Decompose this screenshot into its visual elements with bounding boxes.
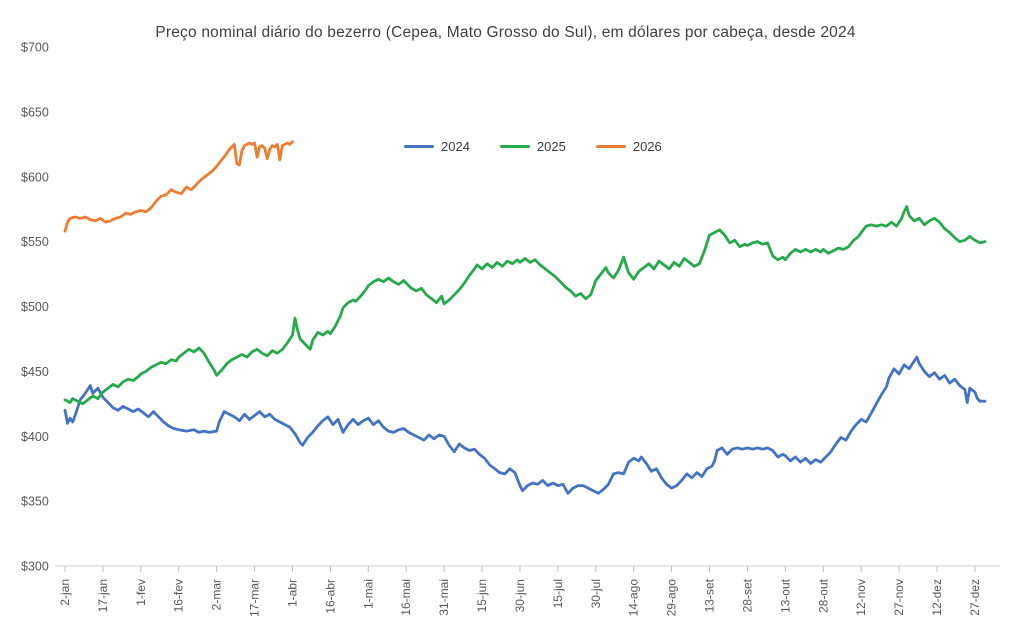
x-axis-tick-label: 16-mai bbox=[399, 579, 413, 616]
y-axis-tick-label: $350 bbox=[21, 495, 49, 509]
x-axis-tick-label: 17-mar bbox=[248, 579, 262, 617]
series-line-2026 bbox=[63, 140, 294, 233]
legend-item-2024: 2024 bbox=[404, 139, 470, 154]
legend-line-swatch-2024 bbox=[404, 144, 434, 149]
x-axis-tick-label: 28-set bbox=[740, 578, 754, 612]
x-axis-tick-label: 30-jun bbox=[513, 579, 527, 612]
x-axis-tick-label: 27-nov bbox=[892, 579, 906, 616]
x-axis-tick-label: 12-dez bbox=[930, 579, 944, 616]
x-axis-tick-label: 16-fev bbox=[172, 579, 186, 612]
chart-legend: 2024 2025 2026 bbox=[404, 139, 662, 154]
x-axis-tick-label: 28-out bbox=[816, 578, 830, 613]
x-axis-tick-label: 15-jul bbox=[551, 579, 565, 608]
x-axis-tick-label: 17-jan bbox=[96, 579, 110, 612]
x-axis-tick-label: 15-jun bbox=[475, 579, 489, 612]
x-axis-tick-label: 13-out bbox=[778, 578, 792, 613]
series-line-2025 bbox=[63, 205, 987, 406]
x-axis-tick-label: 13-set bbox=[703, 578, 717, 612]
x-axis-tick-label: 31-mai bbox=[437, 579, 451, 616]
y-axis-tick-label: $600 bbox=[21, 170, 49, 184]
legend-label-2025: 2025 bbox=[536, 139, 566, 154]
x-axis-tick-label: 1-fev bbox=[134, 579, 148, 606]
series-line-2024 bbox=[63, 355, 987, 495]
legend-label-2024: 2024 bbox=[441, 139, 470, 154]
x-axis-tick-label: 27-dez bbox=[968, 579, 982, 616]
x-axis-tick-label: 2-mar bbox=[210, 579, 224, 610]
x-axis-tick-label: 29-ago bbox=[665, 579, 679, 617]
y-axis-tick-label: $500 bbox=[21, 300, 49, 314]
x-axis-tick-label: 14-ago bbox=[627, 579, 641, 617]
x-axis-tick-label: 2-jan bbox=[58, 579, 72, 606]
x-axis-tick-label: 1-mai bbox=[361, 579, 375, 609]
x-axis-tick-label: 30-jul bbox=[589, 579, 603, 608]
y-axis-tick-label: $700 bbox=[21, 41, 49, 55]
chart-title: Preço nominal diário do bezerro (Cepea, … bbox=[155, 24, 856, 41]
y-axis-tick-label: $300 bbox=[21, 560, 49, 574]
legend-line-swatch-2026 bbox=[595, 144, 626, 149]
x-axis-tick-label: 12-nov bbox=[854, 579, 868, 616]
legend-line-swatch-2025 bbox=[499, 144, 530, 149]
x-axis-tick-label: 1-abr bbox=[285, 579, 299, 607]
legend-item-2026: 2026 bbox=[595, 139, 662, 154]
y-axis-tick-label: $400 bbox=[21, 430, 49, 444]
legend-item-2025: 2025 bbox=[499, 139, 566, 154]
y-axis-tick-label: $450 bbox=[21, 365, 49, 379]
y-axis-tick-label: $650 bbox=[21, 105, 49, 119]
x-axis-tick-label: 16-abr bbox=[323, 579, 337, 614]
legend-label-2026: 2026 bbox=[632, 139, 662, 154]
y-axis-tick-label: $550 bbox=[21, 235, 49, 249]
